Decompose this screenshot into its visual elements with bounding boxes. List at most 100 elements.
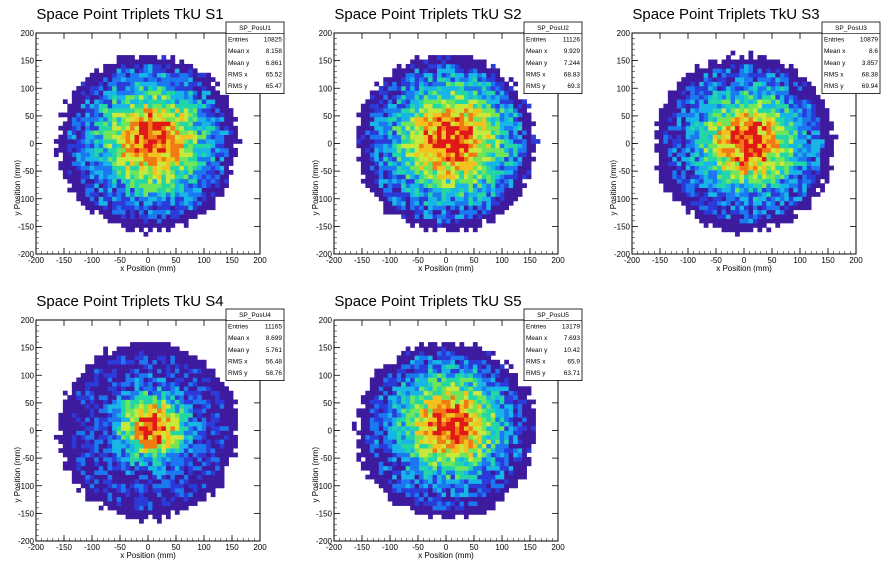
heatmap-bin (712, 161, 718, 166)
heatmap-bin (811, 139, 816, 144)
heatmap-bin (811, 130, 816, 135)
heatmap-bin (98, 125, 104, 131)
heatmap-bin (396, 183, 402, 188)
heatmap-bin (76, 439, 82, 445)
heatmap-bin (161, 196, 167, 202)
heatmap-bin (224, 143, 229, 149)
heatmap-bin (744, 59, 749, 65)
heatmap-bin (459, 125, 465, 131)
heatmap-bin (513, 139, 518, 144)
heatmap-bin (58, 412, 64, 418)
heatmap-bin (685, 121, 691, 127)
heatmap-bin (752, 86, 758, 91)
heatmap-bin (775, 156, 781, 162)
heatmap-bin (152, 443, 158, 449)
heatmap-bin (76, 461, 82, 467)
heatmap-bin (699, 165, 704, 171)
heatmap-bin (699, 147, 704, 153)
heatmap-bin (441, 205, 447, 211)
heatmap-bin (410, 103, 415, 109)
heatmap-bin (806, 156, 812, 162)
heatmap-bin (125, 68, 131, 74)
heatmap-bin (107, 483, 113, 489)
heatmap-bin (672, 178, 678, 184)
heatmap-bin (98, 196, 104, 202)
heatmap-bin (94, 395, 100, 400)
heatmap-bin (468, 59, 474, 65)
heatmap-bin (360, 170, 366, 175)
heatmap-bin (806, 139, 812, 144)
heatmap-bin (152, 461, 158, 467)
heatmap-bin (85, 174, 91, 180)
heatmap-bin (672, 156, 678, 162)
heatmap-bin (730, 156, 736, 162)
heatmap-bin (694, 161, 700, 166)
heatmap-bin (116, 116, 122, 122)
heatmap-bin (94, 90, 100, 96)
heatmap-bin (468, 86, 474, 91)
heatmap-bin (233, 139, 238, 144)
heatmap-bin (85, 165, 91, 171)
heatmap-bin (508, 187, 514, 193)
heatmap-bin (802, 77, 808, 82)
heatmap-bin (428, 205, 433, 211)
heatmap-bin (183, 90, 189, 96)
heatmap-bin (508, 108, 514, 113)
heatmap-bin (815, 170, 821, 175)
heatmap-bin (419, 116, 424, 122)
heatmap-bin (156, 170, 162, 175)
heatmap-bin (410, 59, 415, 65)
heatmap-bin (784, 99, 790, 105)
heatmap-bin (672, 99, 678, 105)
heatmap-bin (360, 165, 366, 171)
heatmap-bin (824, 165, 830, 171)
heatmap-bin (499, 90, 505, 96)
heatmap-bin (233, 116, 238, 122)
heatmap-bin (775, 63, 781, 69)
heatmap-bin (757, 178, 763, 184)
heatmap-bin (143, 77, 149, 82)
heatmap-bin (134, 487, 140, 493)
heatmap-bin (183, 121, 189, 127)
heatmap-bin (130, 448, 135, 453)
heatmap-bin (437, 174, 442, 180)
heatmap-bin (156, 108, 162, 113)
heatmap-bin (188, 63, 194, 69)
heatmap-bin (775, 209, 781, 215)
x-tick-label: -150 (56, 256, 73, 265)
heatmap-bin (143, 496, 149, 502)
heatmap-bin (685, 86, 691, 91)
heatmap-bin (121, 452, 126, 458)
heatmap-bin (401, 90, 406, 96)
heatmap-bin (744, 134, 749, 140)
heatmap-bin (797, 77, 803, 82)
heatmap-bin (98, 139, 104, 144)
heatmap-bin (788, 178, 794, 184)
heatmap-bin (165, 90, 171, 96)
heatmap-bin (517, 125, 523, 131)
heatmap-bin (766, 116, 772, 122)
heatmap-bin (748, 205, 754, 211)
heatmap-bin (694, 196, 700, 202)
heatmap-bin (770, 116, 776, 122)
heatmap-bin (152, 116, 158, 122)
heatmap-bin (513, 112, 518, 118)
heatmap-bin (676, 147, 682, 153)
heatmap-bin (103, 417, 108, 422)
heatmap-bin (658, 130, 664, 135)
heatmap-bin (107, 170, 113, 175)
heatmap-bin (468, 165, 474, 171)
heatmap-bin (89, 187, 95, 193)
heatmap-bin (71, 99, 77, 105)
heatmap-bin (770, 178, 776, 184)
heatmap-bin (703, 161, 709, 166)
heatmap-bin (98, 86, 104, 91)
heatmap-bin (815, 112, 821, 118)
stats-box-name: SP_PosU3 (835, 25, 867, 32)
heatmap-bin (432, 196, 438, 202)
stats-row-label: Entries (228, 37, 249, 44)
heatmap-bin (775, 72, 781, 78)
heatmap-bin (414, 139, 420, 144)
heatmap-bin (712, 63, 718, 69)
heatmap-bin (459, 139, 465, 144)
